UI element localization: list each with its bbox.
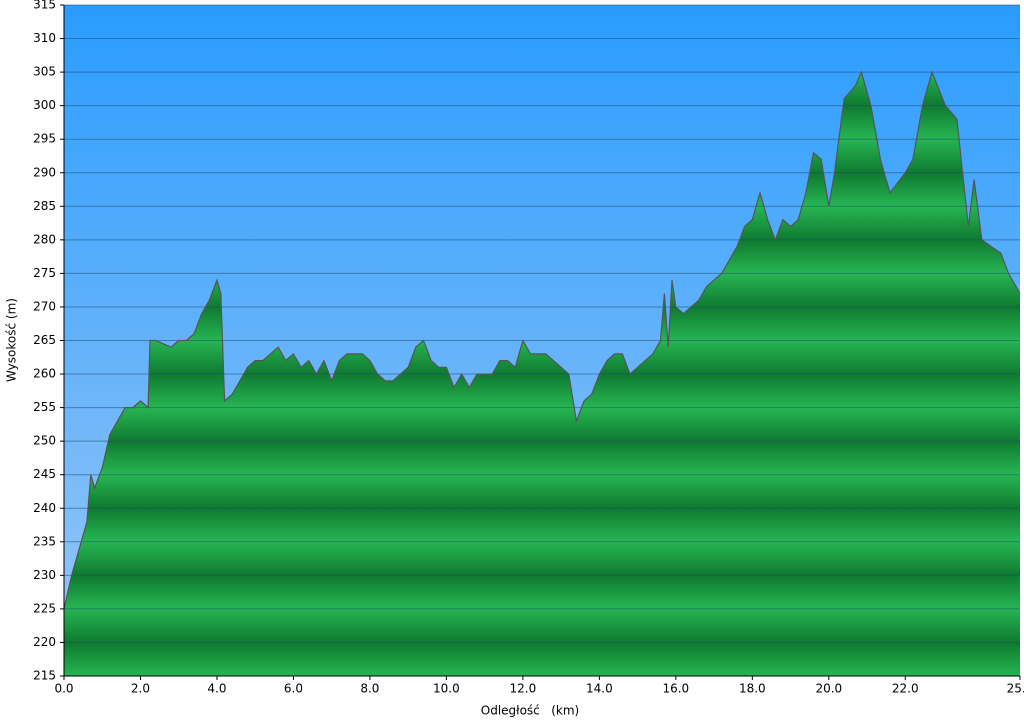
y-tick-label: 215 (33, 669, 56, 683)
x-tick-label: 10.0 (433, 682, 460, 696)
x-tick-label: 25.0 (1007, 682, 1024, 696)
x-tick-label: 2.0 (131, 682, 150, 696)
y-tick-label: 220 (33, 635, 56, 649)
x-tick-label: 22.0 (892, 682, 919, 696)
y-tick-label: 230 (33, 568, 56, 582)
y-tick-label: 295 (33, 132, 56, 146)
area-line (63, 70, 1021, 610)
y-tick-label: 265 (33, 333, 56, 347)
x-tick-label: 16.0 (662, 682, 689, 696)
y-tick-label: 235 (33, 534, 56, 548)
y-tick-label: 280 (33, 232, 56, 246)
y-tick-label: 255 (33, 400, 56, 414)
x-tick-label: 14.0 (586, 682, 613, 696)
y-tick-label: 285 (33, 199, 56, 213)
y-tick-label: 245 (33, 467, 56, 481)
y-tick-label: 225 (33, 601, 56, 615)
x-tick-label: 12.0 (510, 682, 537, 696)
x-tick-label: 18.0 (739, 682, 766, 696)
x-axis-title: Odległość (km) (481, 704, 579, 718)
y-tick-label: 270 (33, 299, 56, 313)
x-tick-label: 8.0 (360, 682, 379, 696)
y-tick-label: 260 (33, 367, 56, 381)
x-tick-label: 4.0 (207, 682, 226, 696)
y-tick-label: 300 (33, 98, 56, 112)
y-tick-label: 250 (33, 434, 56, 448)
y-tick-label: 315 (33, 0, 56, 12)
x-tick-label: 0.0 (54, 682, 73, 696)
x-tick-label: 6.0 (284, 682, 303, 696)
y-tick-label: 310 (33, 31, 56, 45)
y-tick-label: 305 (33, 65, 56, 79)
y-tick-label: 290 (33, 165, 56, 179)
y-tick-label: 240 (33, 501, 56, 515)
x-tick-label: 20.0 (815, 682, 842, 696)
y-tick-label: 275 (33, 266, 56, 280)
y-axis-title: Wysokość (m) (5, 298, 19, 382)
